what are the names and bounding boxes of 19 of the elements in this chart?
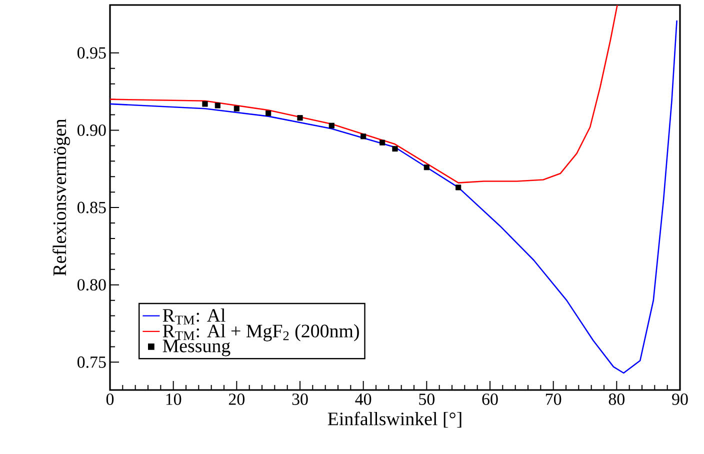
x-tick-label: 10 <box>166 394 182 405</box>
y-tick-label: 0.75 <box>77 356 106 368</box>
y-tick-label: 0.90 <box>77 124 106 136</box>
x-tick-label: 0 <box>106 394 114 405</box>
x-tick-label: 30 <box>292 394 308 405</box>
legend-label: Messung <box>162 340 230 356</box>
x-tick-label: 50 <box>419 394 434 405</box>
y-tick-label: 0.80 <box>77 279 106 291</box>
y-axis-title: Reflexionsvermögen <box>52 118 70 276</box>
y-tick-label: 0.85 <box>77 202 106 214</box>
x-tick-label: 20 <box>228 394 244 405</box>
y-tick-label: 0.95 <box>77 47 106 59</box>
x-tick-label: 70 <box>546 394 562 405</box>
x-tick-label: 80 <box>608 394 624 405</box>
x-axis-title: Einfallswinkel [°] <box>328 412 462 428</box>
x-tick-label: 60 <box>482 394 498 405</box>
x-tick-label: 40 <box>355 394 372 405</box>
legend-label: R$_{TM}$: Al <box>162 308 226 324</box>
x-tick-label: 90 <box>672 394 688 405</box>
